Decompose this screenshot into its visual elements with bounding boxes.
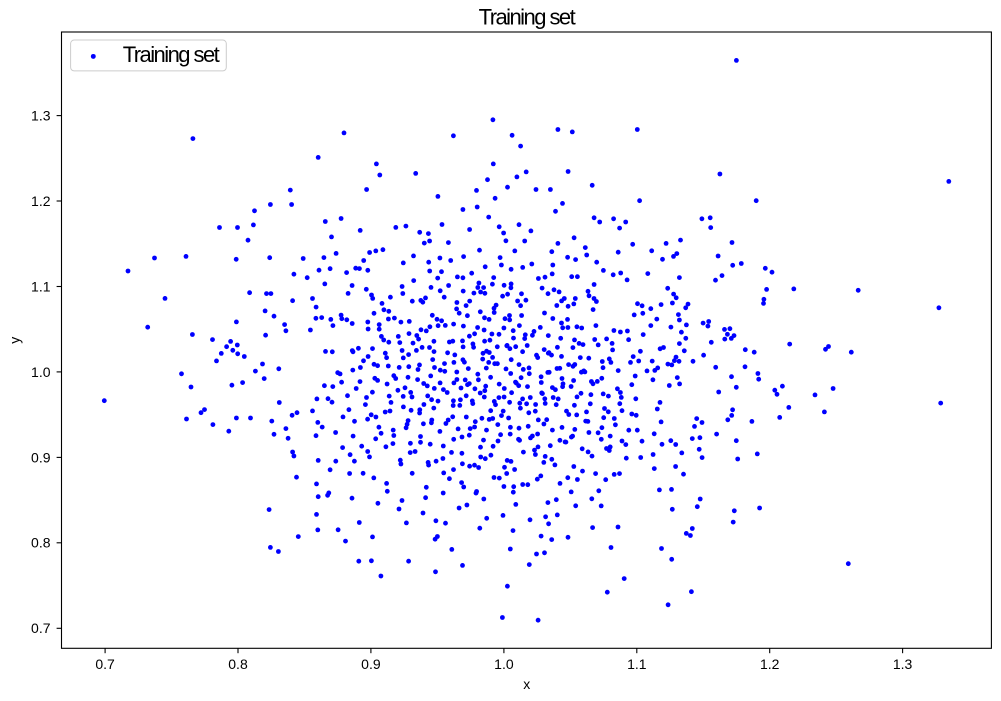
svg-text:1.1: 1.1 bbox=[31, 278, 51, 294]
svg-text:y: y bbox=[7, 337, 23, 344]
svg-text:1.3: 1.3 bbox=[31, 108, 51, 124]
svg-text:0.8: 0.8 bbox=[228, 656, 248, 672]
svg-text:Training set: Training set bbox=[479, 5, 576, 30]
svg-text:0.7: 0.7 bbox=[95, 656, 115, 672]
svg-text:0.9: 0.9 bbox=[31, 449, 51, 465]
svg-text:1.2: 1.2 bbox=[760, 656, 780, 672]
svg-text:0.7: 0.7 bbox=[31, 620, 51, 636]
svg-text:1.3: 1.3 bbox=[893, 656, 913, 672]
svg-text:0.8: 0.8 bbox=[31, 535, 51, 551]
svg-text:Training set: Training set bbox=[123, 42, 220, 67]
svg-text:1.2: 1.2 bbox=[31, 193, 51, 209]
svg-text:1.0: 1.0 bbox=[31, 364, 51, 380]
svg-text:x: x bbox=[523, 676, 530, 692]
svg-text:1.1: 1.1 bbox=[627, 656, 647, 672]
svg-text:0.9: 0.9 bbox=[361, 656, 381, 672]
svg-text:1.0: 1.0 bbox=[494, 656, 514, 672]
